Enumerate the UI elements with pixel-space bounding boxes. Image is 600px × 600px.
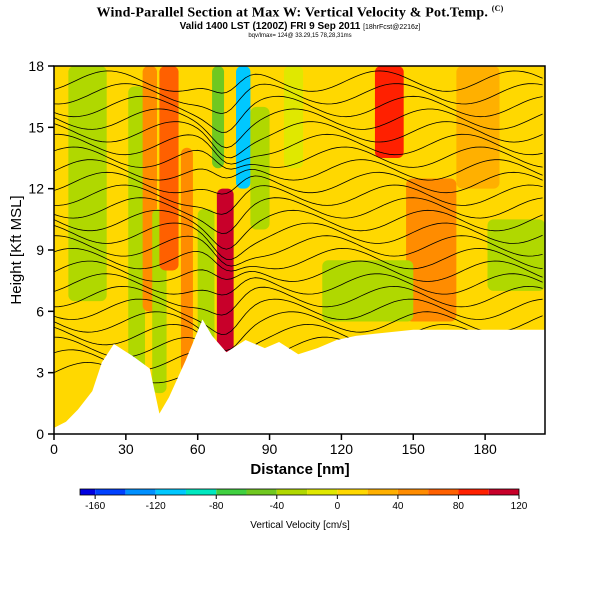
colorbar-swatch xyxy=(80,489,96,495)
velocity-cell xyxy=(487,219,545,291)
velocity-cell xyxy=(406,178,457,322)
y-tick-label: 15 xyxy=(28,119,44,135)
colorbar-tick-label: -120 xyxy=(146,501,166,512)
colorbar-swatch xyxy=(337,489,368,495)
x-axis-label: Distance [nm] xyxy=(250,461,349,478)
y-axis: 0 3 6 9 12 15 18 xyxy=(28,58,54,442)
x-tick-label: 120 xyxy=(330,441,354,457)
colorbar: -160 -120 -80 -40 0 40 80 120 xyxy=(79,488,528,512)
colorbar-tick-label: -40 xyxy=(270,501,285,512)
theta-contour xyxy=(54,235,543,267)
x-tick-label: 30 xyxy=(118,441,134,457)
theta-contour xyxy=(54,95,543,133)
theta-contour xyxy=(54,121,543,159)
valid-time-line: Valid 1400 LST (1200Z) FRI 9 Sep 2011 [1… xyxy=(179,21,421,32)
x-tick-label: 150 xyxy=(402,441,426,457)
colorbar-swatch xyxy=(428,489,459,495)
velocity-cell xyxy=(180,147,193,373)
theta-contour xyxy=(54,70,543,94)
y-tick-label: 0 xyxy=(36,426,44,442)
theta-contour xyxy=(54,209,543,250)
theta-contour xyxy=(54,146,543,170)
copyright-mark: (C) xyxy=(491,4,504,13)
theta-contour xyxy=(54,273,543,296)
theta-contour xyxy=(54,311,543,351)
colorbar-swatch xyxy=(307,489,338,495)
y-tick-label: 6 xyxy=(36,303,44,319)
velocity-cell xyxy=(128,86,146,414)
x-tick-label: 60 xyxy=(190,441,206,457)
theta-contour xyxy=(54,247,543,272)
y-tick-label: 3 xyxy=(36,365,44,381)
colorbar-swatch xyxy=(125,489,156,495)
chart-title: Wind-Parallel Section at Max W: Vertical… xyxy=(96,4,504,21)
y-tick-label: 12 xyxy=(28,181,44,197)
colorbar-tick-label: -160 xyxy=(85,501,105,512)
colorbar-swatch xyxy=(155,489,186,495)
velocity-cell xyxy=(322,260,414,322)
theta-contour xyxy=(54,184,543,215)
theta-contour xyxy=(54,285,543,316)
theta-contour xyxy=(54,159,543,181)
theta-contour xyxy=(54,298,543,336)
velocity-cell xyxy=(374,66,404,158)
colorbar-swatch xyxy=(458,489,489,495)
x-tick-label: 90 xyxy=(262,441,278,457)
colorbar-tick-label: -80 xyxy=(209,501,224,512)
colorbar-tick-label: 120 xyxy=(511,501,528,512)
theta-contour xyxy=(54,222,543,260)
colorbar-swatch xyxy=(185,489,217,495)
theta-contour xyxy=(54,171,543,195)
theta-contour xyxy=(54,108,543,149)
colorbar-swatch xyxy=(95,489,126,495)
y-axis-label: Height [Kft MSL] xyxy=(8,195,25,304)
terrain-shape xyxy=(54,319,545,434)
colorbar-label: Vertical Velocity [cm/s] xyxy=(250,520,350,531)
info-line: bqv/lmax= 124@ 33.29,15 78,28,31ms xyxy=(248,33,352,39)
theta-contour xyxy=(54,133,543,165)
x-tick-label: 0 xyxy=(50,441,58,457)
velocity-cell xyxy=(236,66,251,189)
velocity-cell xyxy=(197,209,215,353)
x-tick-label: 180 xyxy=(473,441,497,457)
colorbar-tick-label: 80 xyxy=(453,501,465,512)
velocity-field xyxy=(54,66,545,434)
colorbar-swatch xyxy=(367,489,398,495)
velocity-cell xyxy=(456,66,500,189)
velocity-cell xyxy=(283,66,304,169)
colorbar-tick-label: 0 xyxy=(335,501,341,512)
theta-contour xyxy=(54,83,543,115)
colorbar-swatch xyxy=(397,489,429,495)
colorbar-tick-label: 40 xyxy=(392,501,404,512)
velocity-cell xyxy=(216,188,234,353)
y-tick-label: 18 xyxy=(28,58,44,74)
colorbar-frame xyxy=(79,488,520,496)
forecast-tag: [18hrFcst@2216z] xyxy=(363,24,421,31)
velocity-cell xyxy=(159,66,179,271)
y-tick-label: 9 xyxy=(36,242,44,258)
colorbar-swatch xyxy=(216,489,247,495)
colorbar-swatch xyxy=(488,489,519,495)
colorbar-swatch xyxy=(276,489,308,495)
x-axis: 0 30 60 90 120 150 180 xyxy=(50,434,497,457)
theta-contour xyxy=(54,197,543,234)
colorbar-swatch xyxy=(246,489,277,495)
velocity-cell xyxy=(212,66,225,169)
terrain-mask xyxy=(54,319,545,434)
theta-contour xyxy=(54,323,543,362)
theta-contour xyxy=(54,260,543,282)
